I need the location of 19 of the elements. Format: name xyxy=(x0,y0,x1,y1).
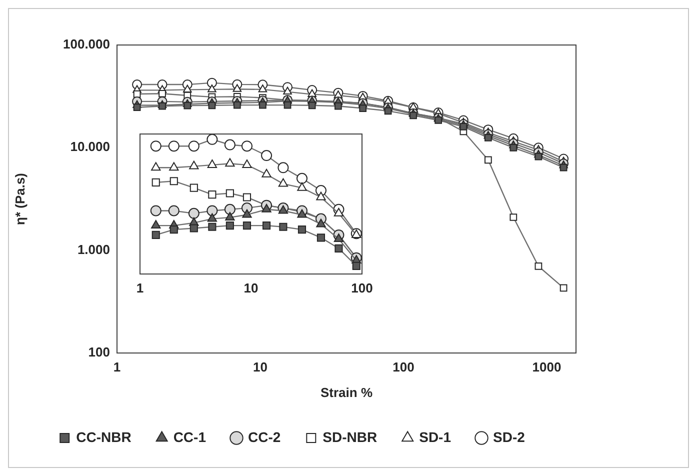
x-tick-label: 100 xyxy=(351,280,373,296)
legend-label: SD-NBR xyxy=(322,428,378,445)
y-tick-label: 1.000 xyxy=(77,242,110,257)
x-axis-title: Strain % xyxy=(320,384,373,400)
x-tick-label: 100 xyxy=(392,359,414,374)
legend-label: CC-2 xyxy=(248,428,281,445)
legend-label: CC-1 xyxy=(173,428,206,445)
legend-label: SD-1 xyxy=(419,428,452,445)
legend-label: SD-2 xyxy=(492,428,526,445)
x-tick-label: 10 xyxy=(244,280,258,296)
y-tick-label: 10.000 xyxy=(70,139,110,154)
x-tick-label: 10 xyxy=(253,359,268,374)
x-tick-label: 1000 xyxy=(532,359,562,374)
y-axis-title: η* (Pa.s) xyxy=(12,172,28,226)
x-tick-label: 1 xyxy=(136,280,144,296)
y-tick-label: 100 xyxy=(88,344,110,360)
y-tick-label: 100.000 xyxy=(63,36,110,52)
legend-label: CC-NBR xyxy=(76,428,132,445)
x-tick-label: 1 xyxy=(113,359,121,374)
